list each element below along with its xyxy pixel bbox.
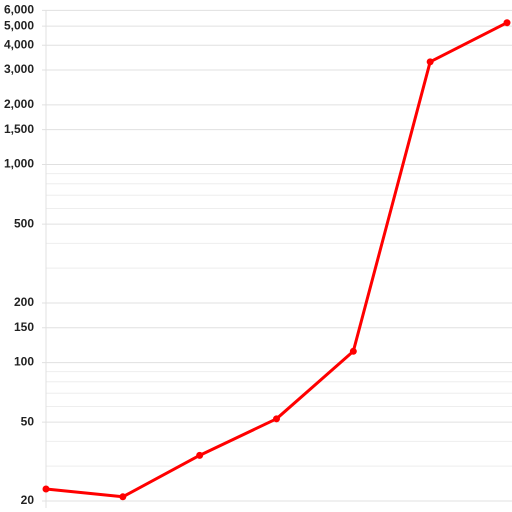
point: [349, 347, 357, 355]
y-tick-label: 50: [21, 414, 35, 428]
y-tick-label: 500: [14, 216, 34, 230]
point: [196, 451, 204, 459]
y-tick-label: 5,000: [4, 18, 34, 32]
y-tick-label: 4,000: [4, 37, 34, 51]
line: [45, 21, 508, 499]
point: [273, 415, 280, 423]
y-tick-label: 100: [14, 355, 34, 369]
y-tick-label: 200: [14, 295, 34, 309]
y-tick-label: 2,000: [4, 97, 34, 111]
y-tick-label: 20: [21, 493, 35, 507]
y-tick-label: 6,000: [4, 3, 34, 17]
point: [42, 485, 50, 493]
y-tick-label: 1,000: [4, 157, 34, 171]
point: [119, 493, 127, 501]
y-tick-label: 3,000: [4, 62, 34, 76]
point: [426, 58, 434, 66]
y-tick-label: 150: [14, 320, 34, 334]
y-tick-label: 1,500: [4, 122, 34, 136]
point: [503, 19, 511, 27]
